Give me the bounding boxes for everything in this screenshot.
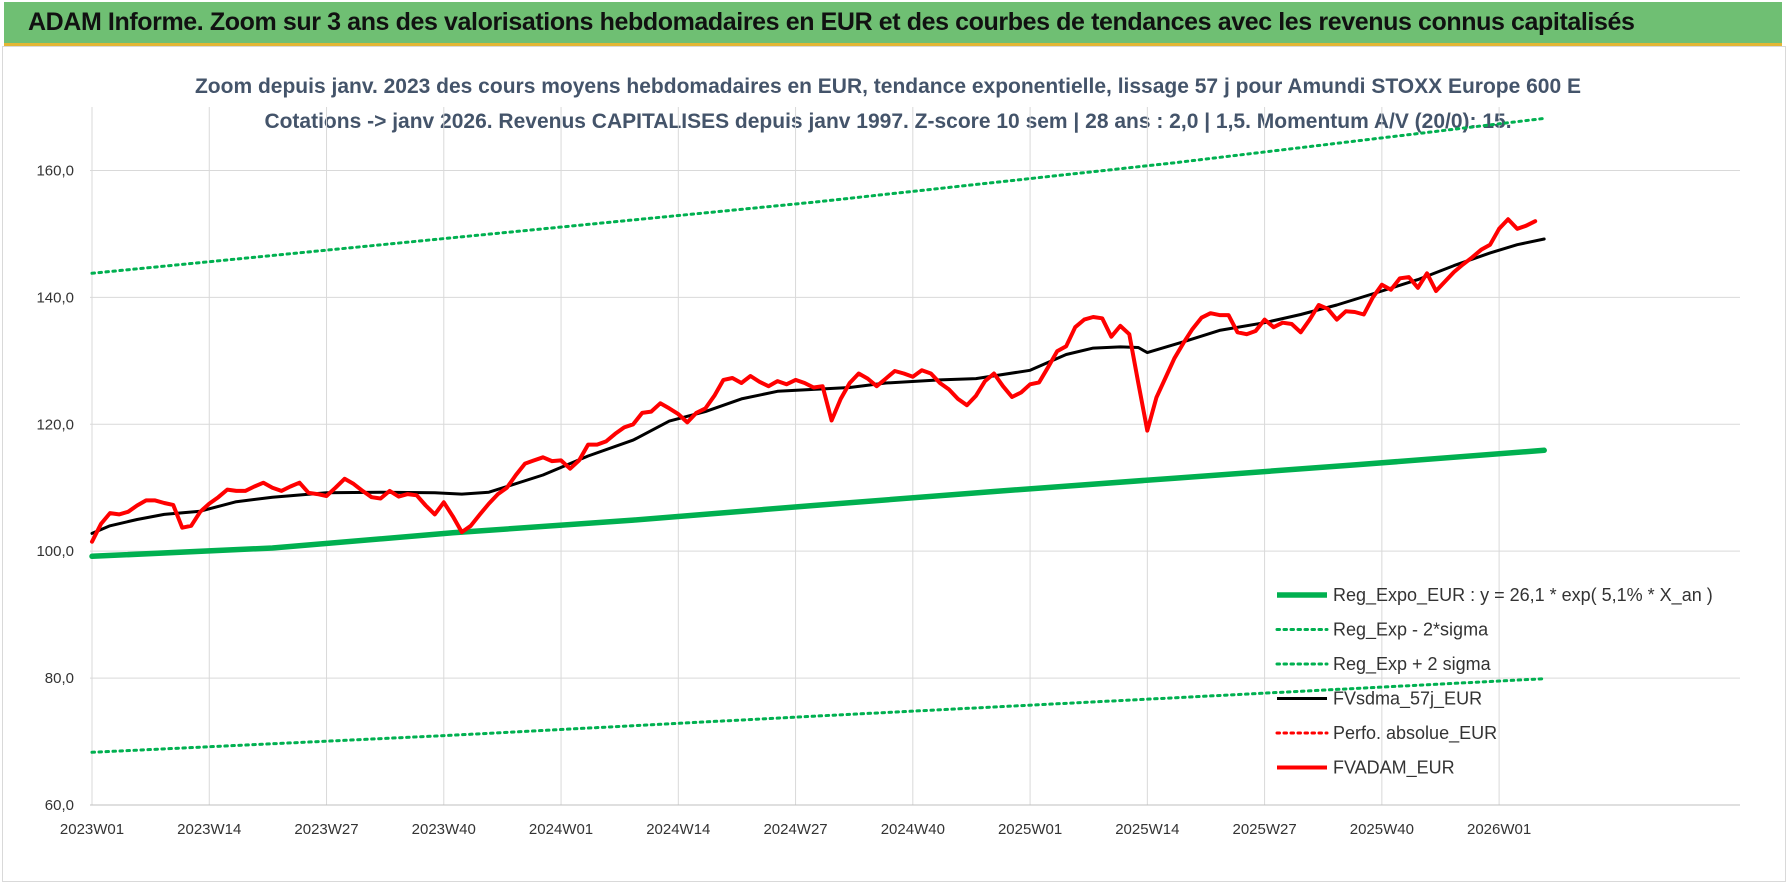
x-tick-label: 2024W27 [763,821,827,838]
legend: Reg_Expo_EUR : y = 26,1 * exp( 5,1% * X_… [1275,585,1713,779]
y-tick-label: 140,0 [36,289,74,306]
legend-label: Reg_Exp - 2*sigma [1333,620,1489,641]
x-tick-label: 2025W40 [1350,821,1414,838]
y-tick-label: 100,0 [36,543,74,560]
x-tick-label: 2025W01 [998,821,1062,838]
x-tick-label: 2026W01 [1467,821,1531,838]
series-line-2 [90,116,1546,275]
series-line-0 [89,447,1547,560]
gridlines [90,107,1740,806]
chart-title-line2: Cotations -> janv 2026. Revenus CAPITALI… [264,110,1511,133]
x-tick-label: 2025W27 [1232,821,1296,838]
chart-title-line1: Zoom depuis janv. 2023 des cours moyens … [195,75,1581,98]
x-tick-label: 2024W14 [646,821,710,838]
series-line-1 [90,677,1546,754]
y-tick-label: 80,0 [45,670,74,687]
x-tick-label: 2023W01 [60,821,124,838]
x-tick-label: 2025W14 [1115,821,1179,838]
y-axis-ticks: 160,0 140,0 120,0 100,0 80,0 60,0 [36,162,74,814]
legend-label: FVsdma_57j_EUR [1333,689,1482,710]
y-tick-label: 120,0 [36,416,74,433]
x-tick-label: 2024W40 [881,821,945,838]
legend-label: Reg_Exp + 2 sigma [1333,654,1492,675]
y-tick-label: 60,0 [45,797,74,814]
banner: ADAM Informe. Zoom sur 3 ans des valoris… [4,2,1782,46]
series-line-5 [90,217,1538,544]
x-axis-ticks: 2023W01 2023W14 2023W27 2023W40 2024W01 2024W… [60,821,1531,838]
x-tick-label: 2023W14 [177,821,241,838]
legend-label: Reg_Expo_EUR : y = 26,1 * exp( 5,1% * X_… [1333,585,1713,606]
legend-label: FVADAM_EUR [1333,758,1455,779]
y-tick-label: 160,0 [36,162,74,179]
x-tick-label: 2023W40 [412,821,476,838]
banner-title: ADAM Informe. Zoom sur 3 ans des valoris… [28,8,1635,36]
chart-area-border [2,46,1786,882]
x-tick-label: 2023W27 [294,821,358,838]
legend-label: Perfo. absolue_EUR [1333,723,1497,744]
x-tick-label: 2024W01 [529,821,593,838]
series-group [89,116,1547,754]
